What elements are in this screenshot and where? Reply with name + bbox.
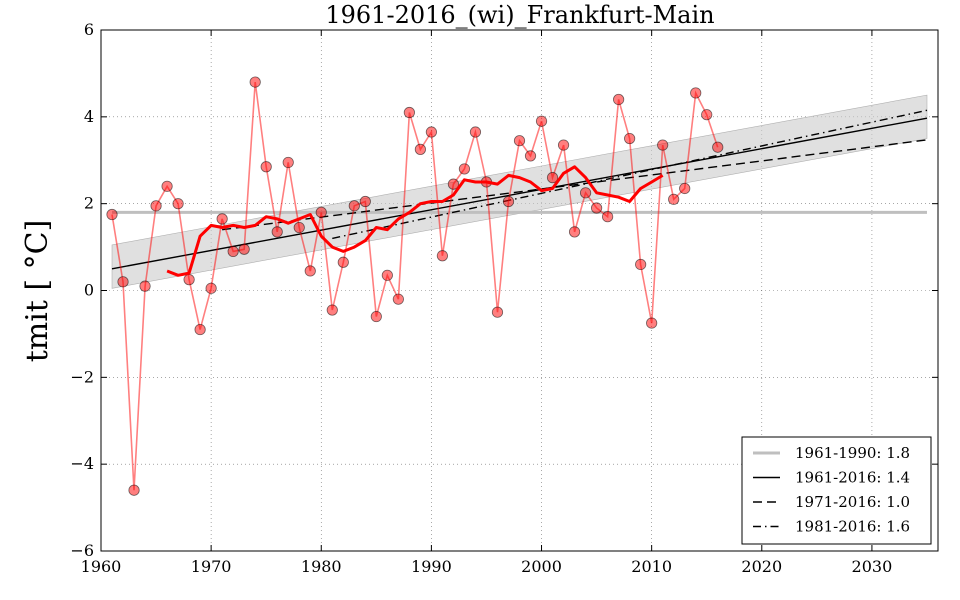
trend-lines-layer (111, 109, 928, 270)
observation-point (657, 139, 669, 151)
observation-point (106, 208, 118, 221)
moving-average-layer (166, 165, 664, 277)
y-axis-label: tmit [ °C] (20, 220, 55, 363)
observation-point (557, 139, 570, 151)
y-tick-label: −4 (70, 454, 94, 473)
x-tick-label: 2010 (631, 557, 672, 576)
observation-point (690, 87, 702, 99)
observation-point (436, 250, 449, 262)
observation-point (679, 182, 691, 195)
trend-line-solid (111, 117, 928, 270)
observation-point (249, 76, 261, 88)
observation-point (414, 143, 426, 155)
observation-point (458, 163, 471, 175)
legend-label-reference: 1961-1990: 1.8 (795, 444, 910, 462)
y-tick-label: 4 (84, 107, 94, 126)
observation-point (216, 213, 228, 225)
trend-line-dashdot (332, 109, 928, 240)
observation-point (194, 323, 206, 336)
x-tick-label: 2000 (521, 557, 562, 576)
trend-line-dashed (222, 139, 928, 231)
observations-layer (106, 76, 724, 496)
observation-point (227, 245, 239, 258)
observation-point (502, 195, 515, 208)
observation-point (238, 243, 250, 255)
legend-label-solid: 1961-2016: 1.4 (795, 469, 910, 487)
observation-point (271, 226, 283, 238)
observation-point (613, 93, 625, 106)
observation-point (150, 200, 162, 212)
observations-line (111, 81, 719, 491)
observation-point (161, 180, 173, 192)
observation-point (579, 187, 592, 199)
observation-point (546, 172, 559, 184)
x-tick-label: 2030 (852, 557, 893, 576)
observation-point (590, 202, 603, 214)
observation-point (425, 126, 437, 138)
y-tick-label: −6 (70, 541, 94, 560)
observation-point (326, 304, 338, 316)
observation-point (128, 484, 140, 496)
observation-point (370, 310, 382, 323)
plot-frame (100, 29, 939, 552)
observation-point (139, 280, 151, 292)
moving-average-line (166, 165, 664, 277)
observation-point (447, 178, 460, 190)
observation-point (183, 274, 195, 286)
observation-point (701, 109, 713, 121)
x-tick-label: 1960 (81, 557, 122, 576)
observation-point (172, 198, 184, 210)
observation-point (392, 293, 404, 305)
observation-point (635, 258, 647, 271)
observation-point (304, 265, 316, 277)
observation-point (337, 256, 349, 268)
legend-label-dashdot: 1981-2016: 1.6 (795, 518, 910, 536)
observation-point (117, 276, 129, 288)
y-tick-label: 0 (84, 281, 94, 300)
observation-point (524, 150, 537, 162)
observation-point (315, 206, 327, 218)
observation-point (348, 200, 360, 212)
x-tick-label: 1980 (301, 557, 342, 576)
x-tick-label: 1990 (411, 557, 452, 576)
observation-point (624, 132, 636, 145)
observation-point (381, 269, 393, 281)
observation-point (282, 156, 294, 169)
observation-point (602, 211, 614, 223)
x-tick-label: 1970 (191, 557, 232, 576)
y-tick-label: 2 (84, 194, 94, 213)
y-tick-label: 6 (84, 20, 94, 39)
observation-point (469, 126, 482, 138)
legend-label-dashed: 1971-2016: 1.0 (795, 493, 910, 511)
observation-point (403, 106, 415, 119)
y-tick-label: −2 (70, 367, 94, 386)
observation-point (260, 161, 272, 173)
chart-title: 1961-2016_(wi)_Frankfurt-Main (325, 1, 714, 29)
legend: 1961-1990: 1.8 1961-2016: 1.4 1971-2016: 1… (741, 436, 932, 545)
observation-point (359, 195, 371, 208)
observation-point (205, 282, 217, 294)
observation-point (293, 221, 305, 234)
observation-point (513, 135, 526, 147)
axis-ticks: 1960 1970 1980 1990 2000 2010 2020 2030 −6 −4 −2 0 2… (70, 20, 938, 576)
observation-point (491, 306, 504, 318)
x-tick-label: 2020 (741, 557, 782, 576)
observation-point (712, 141, 724, 153)
observation-point (668, 193, 680, 205)
observation-point (535, 115, 548, 127)
observation-point (646, 317, 658, 329)
observation-point (568, 226, 581, 238)
